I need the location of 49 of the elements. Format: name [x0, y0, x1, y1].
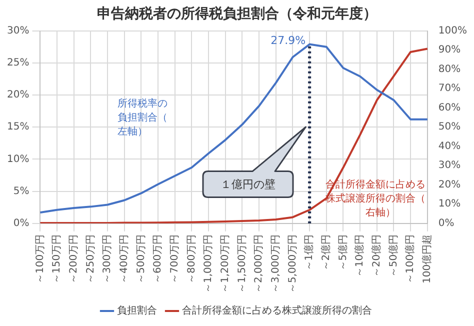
- x-tick-label: ～2億円: [320, 234, 332, 271]
- x-tick-label: ～250万円: [85, 234, 96, 284]
- speech-bubble: １億円の壁: [200, 125, 308, 200]
- annotation: 27.9%: [270, 34, 306, 48]
- x-tick-label: ～1億円: [303, 234, 316, 271]
- x-tick-label: ～200万円: [68, 234, 80, 284]
- x-tick-label: ～1,500万円: [236, 234, 248, 294]
- x-tick-label: ～700万円: [169, 234, 180, 284]
- x-tick-label: ～800万円: [186, 234, 198, 284]
- annotation: １億円の壁: [219, 176, 276, 193]
- y2-tick-label: 40%: [438, 140, 461, 152]
- y2-tick-label: 90%: [438, 44, 461, 56]
- y2-tick-label: 0%: [438, 218, 454, 229]
- legend-label: 合計所得金額に占める株式譲渡所得の割合: [182, 304, 372, 317]
- y2-tick-label: 70%: [438, 83, 461, 94]
- y-tick-label: 30%: [6, 25, 30, 36]
- x-tick-label: ～300万円: [102, 234, 114, 284]
- x-tick-label: ～50億円: [387, 234, 400, 278]
- y2-tick-label: 20%: [438, 179, 461, 190]
- x-tick-label: ～10億円: [354, 234, 366, 278]
- x-tick-label: ～600万円: [152, 234, 164, 284]
- x-tick-label: ～1,200万円: [220, 234, 231, 294]
- y2-tick-label: 50%: [438, 122, 461, 133]
- y-tick-label: 10%: [6, 154, 30, 165]
- y2-tick-label: 80%: [438, 64, 461, 75]
- y-tick-label: 15%: [6, 122, 30, 133]
- y2-tick-label: 30%: [438, 160, 461, 172]
- x-tick-label: ～500万円: [136, 234, 147, 284]
- y-tick-label: 20%: [6, 90, 30, 101]
- x-tick-label: ～2,000万円: [254, 234, 265, 294]
- y-tick-label: 25%: [6, 57, 30, 68]
- y2-tick-label: 100%: [438, 25, 468, 36]
- legend-label: 負担割合: [117, 304, 157, 317]
- y2-tick-label: 60%: [438, 102, 461, 114]
- x-tick-label: ～5億円: [336, 234, 349, 271]
- x-tick-label: ～400万円: [118, 234, 130, 284]
- annotation: 所得税率の負担割合（左軸）: [118, 98, 168, 138]
- y2-tick-label: 10%: [438, 198, 461, 210]
- x-tick-label: ～20億円: [370, 234, 383, 278]
- chart-title: 申告納税者の所得税負担割合（令和元年度）: [97, 5, 377, 22]
- y-tick-label: 5%: [13, 186, 30, 197]
- x-tick-label: ～1,000万円: [203, 234, 214, 294]
- x-tick-label: ～100万円: [34, 234, 46, 284]
- x-tick-label: ～100億円: [404, 234, 416, 284]
- x-tick-label: ～3,000万円: [270, 234, 282, 294]
- x-tick-label: ～5,000万円: [287, 234, 298, 294]
- y-tick-label: 0%: [13, 218, 30, 229]
- x-tick-label: 100億円超: [421, 234, 434, 284]
- x-tick-label: ～150万円: [52, 234, 63, 284]
